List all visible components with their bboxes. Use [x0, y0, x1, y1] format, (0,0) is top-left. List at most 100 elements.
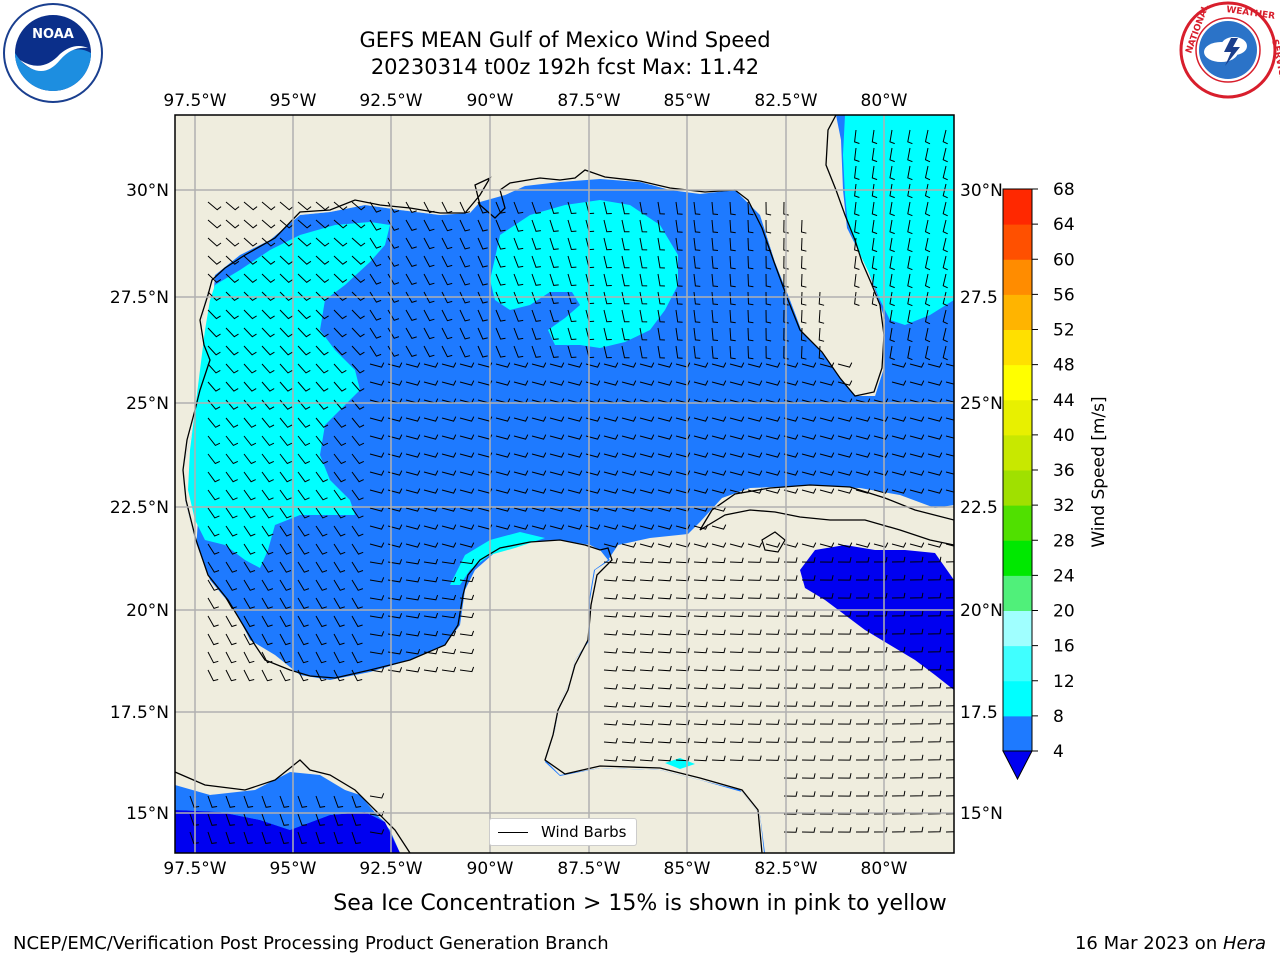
- lat-label-left: 17.5°N: [110, 703, 169, 723]
- lon-label-bottom: 80°W: [861, 859, 908, 879]
- wind-barb: [945, 381, 954, 385]
- wind-barb: [837, 416, 853, 422]
- wind-barb: [441, 666, 457, 673]
- wind-barb: [261, 651, 273, 664]
- wind-barb: [783, 380, 799, 386]
- wind-barb: [873, 718, 888, 725]
- wind-barb: [657, 362, 673, 368]
- wind-barb: [423, 380, 439, 386]
- lon-label-top: 87.5°W: [557, 91, 620, 111]
- wind-barb: [711, 345, 719, 359]
- wind-barb: [945, 489, 954, 493]
- wind-barb: [351, 651, 363, 664]
- wind-barb: [621, 720, 636, 726]
- wind-barb: [207, 813, 217, 826]
- wind-barb: [405, 362, 421, 368]
- wind-barb: [675, 647, 690, 654]
- wind-barb: [765, 434, 781, 440]
- wind-barb: [459, 237, 471, 250]
- wind-barb: [639, 488, 655, 494]
- wind-barb: [207, 237, 222, 247]
- wind-barb: [819, 773, 834, 779]
- wind-barb: [639, 755, 654, 762]
- wind-barb: [889, 291, 895, 307]
- wind-barb: [693, 575, 708, 582]
- wind-barb: [387, 416, 403, 422]
- wind-barb: [873, 574, 888, 581]
- wind-barb: [639, 611, 654, 618]
- wind-barb: [441, 327, 453, 340]
- wind-barb: [657, 219, 665, 233]
- wind-barb: [657, 737, 672, 744]
- wind-barb: [459, 542, 475, 548]
- wind-barb: [873, 808, 888, 815]
- wind-barb: [945, 471, 954, 475]
- wind-barb: [243, 291, 257, 302]
- wind-barb: [801, 362, 817, 368]
- wind-barb: [243, 525, 256, 537]
- wind-barb: [801, 488, 817, 494]
- wind-barb: [657, 345, 665, 359]
- wind-barb: [243, 255, 258, 265]
- wind-barb: [747, 219, 754, 234]
- wind-barb: [243, 795, 254, 808]
- wind-barb: [315, 363, 329, 374]
- wind-barb: [603, 380, 619, 386]
- wind-barb: [639, 416, 655, 422]
- lon-label-top: 80°W: [861, 91, 908, 111]
- wind-barb: [513, 380, 529, 386]
- wind-barb: [800, 273, 807, 288]
- wind-barb: [621, 380, 637, 386]
- wind-barb: [819, 488, 835, 494]
- wind-barb: [729, 701, 744, 708]
- wind-barb: [351, 291, 365, 302]
- wind-barb: [729, 434, 745, 440]
- wind-barb: [459, 612, 475, 619]
- wind-barb: [657, 647, 672, 654]
- wind-barb: [603, 612, 618, 618]
- wind-barb: [765, 647, 780, 653]
- wind-barb: [657, 434, 673, 440]
- wind-barb: [765, 557, 780, 563]
- wind-barb: [711, 327, 719, 341]
- wind-barb: [603, 255, 612, 269]
- wind-barb: [909, 736, 924, 743]
- wind-barb: [818, 309, 825, 324]
- colorbar-segment: [1003, 434, 1032, 471]
- wind-barb: [495, 291, 506, 304]
- wind-barb: [297, 795, 308, 808]
- wind-barb: [909, 416, 925, 422]
- lat-label-left: 20°N: [126, 601, 169, 621]
- wind-barb: [621, 273, 630, 287]
- wind-barb: [315, 813, 325, 826]
- wind-barb: [405, 291, 417, 303]
- wind-barb: [927, 574, 942, 581]
- wind-barb: [387, 506, 403, 512]
- wind-barb: [927, 610, 942, 617]
- wind-barb: [333, 381, 347, 392]
- wind-barb: [459, 434, 475, 440]
- map-panel: [175, 115, 954, 853]
- wind-barb: [621, 612, 636, 618]
- wind-barb: [369, 631, 385, 637]
- wind-barb: [927, 434, 943, 440]
- footer-date-text: 16 Mar 2023 on: [1074, 933, 1223, 954]
- wind-barb: [729, 611, 744, 618]
- wind-barb: [818, 327, 825, 342]
- wind-barb: [657, 327, 665, 341]
- wind-barb: [405, 380, 421, 386]
- colorbar-segment: [1003, 470, 1032, 506]
- wind-barb: [297, 525, 310, 537]
- wind-barb: [907, 291, 913, 307]
- wind-barb: [477, 309, 488, 322]
- wind-barb: [567, 416, 583, 422]
- wind-barb: [297, 327, 311, 338]
- wind-barb: [243, 327, 257, 338]
- wind-barb: [333, 669, 345, 682]
- wind-barb: [927, 556, 942, 563]
- wind-barb: [675, 273, 683, 287]
- wind-barb: [873, 434, 889, 440]
- wind-barb: [747, 665, 762, 671]
- wind-barb: [405, 345, 417, 357]
- wind-barb: [639, 593, 654, 600]
